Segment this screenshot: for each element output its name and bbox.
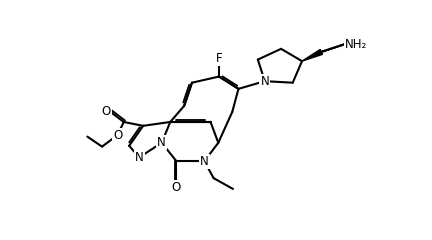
Text: N: N: [157, 136, 166, 149]
Text: O: O: [102, 105, 111, 119]
Text: N: N: [135, 151, 143, 164]
Polygon shape: [302, 49, 323, 61]
Text: O: O: [113, 129, 122, 142]
Text: N: N: [200, 155, 209, 168]
Text: O: O: [172, 181, 181, 194]
Text: F: F: [216, 52, 222, 65]
Text: N: N: [260, 75, 269, 88]
Text: NH₂: NH₂: [345, 38, 367, 51]
